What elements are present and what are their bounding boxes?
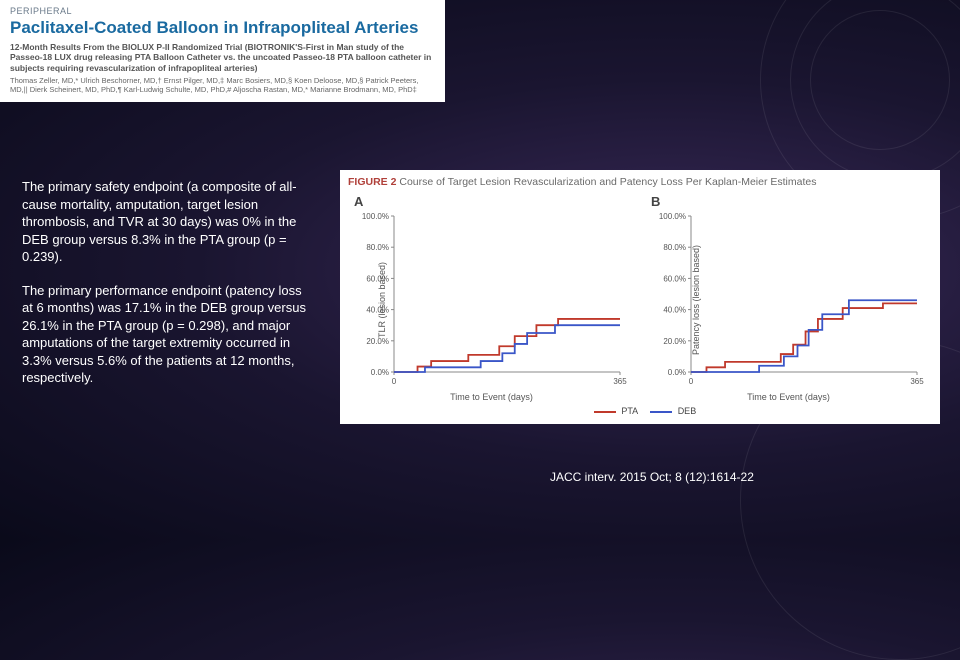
paragraph-safety: The primary safety endpoint (a composite…	[22, 178, 312, 266]
panel-a: A TLR (lesion based) 0.0%20.0%40.0%60.0%…	[348, 194, 635, 402]
panel-b-letter: B	[651, 194, 660, 209]
svg-text:0.0%: 0.0%	[668, 368, 686, 377]
figure-caption: FIGURE 2 Course of Target Lesion Revascu…	[348, 176, 932, 188]
panel-a-xlabel: Time to Event (days)	[348, 392, 635, 402]
legend-label-pta: PTA	[621, 406, 637, 416]
svg-text:0.0%: 0.0%	[371, 368, 389, 377]
panel-b-ylabel: Patency loss (lesion based)	[691, 245, 701, 355]
figure-legend: PTA DEB	[348, 406, 932, 416]
svg-text:80.0%: 80.0%	[366, 243, 389, 252]
svg-text:100.0%: 100.0%	[659, 212, 686, 221]
figure-caption-text: Course of Target Lesion Revascularizatio…	[399, 176, 816, 188]
svg-text:365: 365	[910, 377, 924, 386]
figure-label: FIGURE 2	[348, 176, 396, 188]
svg-text:0: 0	[392, 377, 397, 386]
panel-b: B Patency loss (lesion based) 0.0% 20.0% 4…	[645, 194, 932, 402]
svg-text:365: 365	[613, 377, 627, 386]
panel-b-chart: 0.0% 20.0% 40.0% 60.0% 80.0% 100.0% 0 365	[645, 210, 925, 390]
paper-subtitle: 12-Month Results From the BIOLUX P-II Ra…	[10, 42, 435, 74]
svg-text:40.0%: 40.0%	[663, 306, 686, 315]
paper-authors: Thomas Zeller, MD,* Ulrich Beschorner, M…	[10, 76, 435, 94]
section-label: PERIPHERAL	[10, 6, 435, 16]
legend-swatch-deb	[650, 411, 672, 413]
paper-title: Paclitaxel-Coated Balloon in Infrapoplit…	[10, 18, 435, 38]
slide-body-text: The primary safety endpoint (a composite…	[22, 178, 312, 403]
citation-text: JACC interv. 2015 Oct; 8 (12):1614-22	[550, 470, 754, 484]
legend-label-deb: DEB	[678, 406, 697, 416]
legend-swatch-pta	[594, 411, 616, 413]
paragraph-performance: The primary performance endpoint (patenc…	[22, 282, 312, 387]
svg-text:100.0%: 100.0%	[362, 212, 389, 221]
panel-a-chart: 0.0%20.0%40.0%60.0%80.0%100.0%0365	[348, 210, 628, 390]
panel-a-ylabel: TLR (lesion based)	[377, 262, 387, 338]
panel-a-letter: A	[354, 194, 363, 209]
svg-text:20.0%: 20.0%	[663, 337, 686, 346]
decor-circle	[810, 10, 950, 150]
svg-text:0: 0	[689, 377, 694, 386]
panel-b-xlabel: Time to Event (days)	[645, 392, 932, 402]
svg-text:80.0%: 80.0%	[663, 243, 686, 252]
svg-text:60.0%: 60.0%	[663, 274, 686, 283]
paper-header: PERIPHERAL Paclitaxel-Coated Balloon in …	[0, 0, 445, 102]
svg-text:20.0%: 20.0%	[366, 337, 389, 346]
figure-2: FIGURE 2 Course of Target Lesion Revascu…	[340, 170, 940, 424]
